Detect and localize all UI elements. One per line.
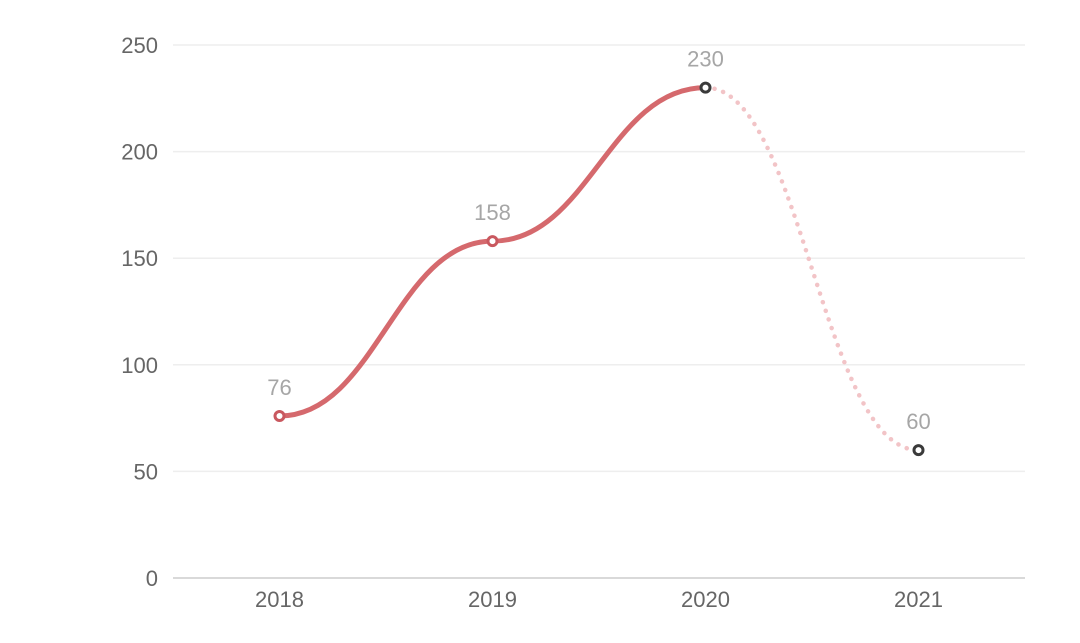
y-axis-tick-label: 0 [146, 566, 158, 591]
y-axis-tick-label: 200 [121, 140, 158, 165]
y-axis-tick-label: 100 [121, 353, 158, 378]
data-point-marker-2019[interactable] [486, 235, 499, 248]
data-label-2019: 158 [474, 200, 511, 225]
y-axis-tick-label: 150 [121, 246, 158, 271]
x-axis-tick-label: 2021 [894, 587, 943, 612]
y-axis-tick-label: 50 [134, 459, 158, 484]
data-label-2018: 76 [267, 375, 291, 400]
chart-background [40, 16, 1080, 627]
y-axis-tick-label: 250 [121, 33, 158, 58]
line-chart: 0 50 100 150 200 250 2018 2019 2020 2021 76 158 230 6… [40, 16, 1080, 627]
data-point-marker-2021[interactable] [912, 444, 925, 457]
trend-line-dotted-forecast [703, 85, 921, 453]
x-axis-tick-label: 2018 [255, 587, 304, 612]
data-point-marker-2018[interactable] [273, 409, 286, 422]
chart-canvas: 0 50 100 150 200 250 2018 2019 2020 2021 76 158 230 6… [40, 16, 1080, 627]
x-axis-tick-label: 2019 [468, 587, 517, 612]
data-point-marker-2020[interactable] [699, 81, 712, 94]
data-label-2020: 230 [687, 47, 724, 72]
data-label-2021: 60 [906, 409, 930, 434]
x-axis-tick-label: 2020 [681, 587, 730, 612]
